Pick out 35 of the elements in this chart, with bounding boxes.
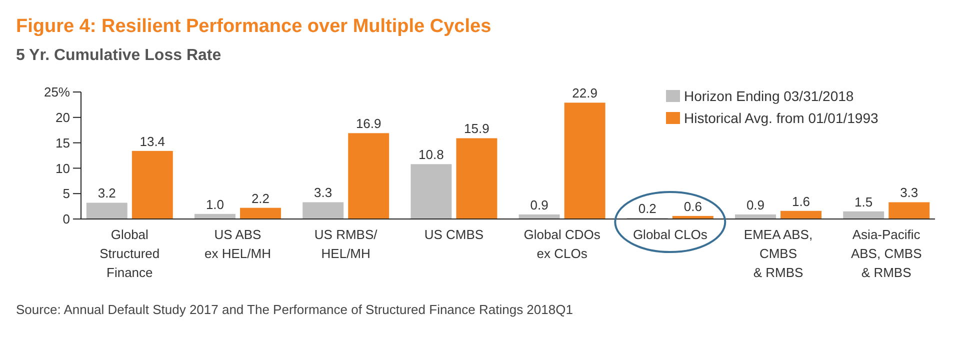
data-label: 0.9: [746, 197, 765, 212]
source-note: Source: Annual Default Study 2017 and The Performance of Structured Finance Ratings 2018Q1: [16, 302, 573, 317]
data-label: 22.9: [572, 86, 598, 101]
y-tick-label: 25%: [44, 84, 70, 100]
x-tick-label: EMEA ABS, CMBS & RMBS: [744, 227, 813, 280]
data-label: 0.6: [684, 198, 702, 214]
data-label: 1.0: [206, 196, 224, 212]
data-label: 3.2: [98, 186, 116, 201]
x-tick-label: US CMBS: [424, 227, 484, 242]
y-tick-label: 5: [62, 186, 70, 202]
legend-label: Horizon Ending 03/31/2018: [684, 88, 854, 104]
data-label: 16.9: [356, 116, 382, 132]
legend-label: Historical Avg. from 01/01/1993: [684, 110, 879, 126]
data-label: 15.9: [464, 121, 490, 136]
x-tick-label: US ABS ex HEL/MH: [204, 227, 271, 261]
y-tick-label: 10: [56, 160, 70, 176]
data-label: 3.3: [314, 185, 332, 200]
data-label: 0.9: [530, 197, 548, 212]
chart-subtitle: 5 Yr. Cumulative Loss Rate: [16, 47, 222, 64]
chart-title: Figure 4: Resilient Performance over Multiple Cycles: [16, 16, 492, 37]
y-tick-label: 20: [56, 110, 70, 125]
data-label: 10.8: [418, 147, 444, 162]
data-label: 0.2: [638, 200, 656, 216]
data-label: 2.2: [251, 190, 270, 206]
data-label: 13.4: [140, 134, 166, 149]
y-tick-label: 15: [56, 135, 70, 150]
y-tick-label: 0: [62, 212, 70, 227]
data-label: 1.6: [792, 194, 810, 209]
x-tick-label: Global CLOs: [632, 227, 708, 242]
x-tick-label: Global CDOs ex CLOs: [524, 227, 601, 261]
x-tick-label: Asia-Pacific ABS, CMBS & RMBS: [850, 227, 922, 280]
x-tick-label: US RMBS/ HEL/MH: [314, 227, 378, 261]
x-tick-label: Global Structured Finance: [100, 227, 160, 280]
data-label: 1.5: [854, 194, 873, 210]
data-label: 3.3: [900, 185, 918, 200]
